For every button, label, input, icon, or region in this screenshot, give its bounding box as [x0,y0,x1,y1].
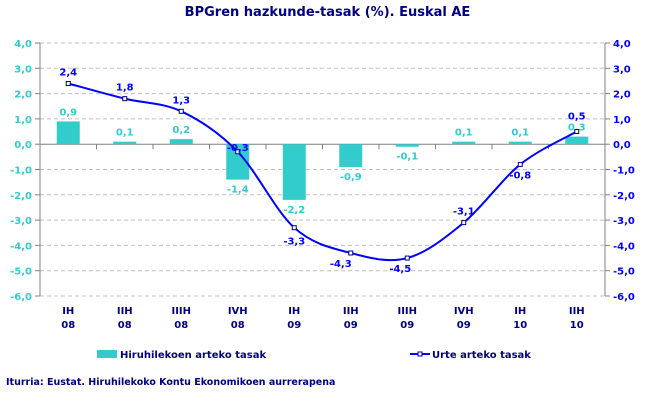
category-year-label: 09 [287,320,301,331]
category-year-label: 08 [174,320,188,331]
legend-line-marker [417,351,423,357]
line-data-label: -3,1 [453,207,475,218]
bar-data-label: 0,1 [116,128,134,139]
left-tick-label: 1,0 [14,115,32,126]
line-data-label: 2,4 [59,67,77,78]
right-tick-label: -6,0 [613,292,635,303]
category-year-label: 08 [231,320,245,331]
category-year-label: 10 [570,320,584,331]
line-marker [178,108,184,114]
line-data-label: -0,8 [509,170,531,181]
bar-data-label: 0,1 [511,128,529,139]
right-tick-label: -2,0 [613,191,635,202]
bar-data-label: 0,3 [568,123,586,134]
bar [565,136,589,145]
category-label: IVH [454,306,474,317]
line-series [67,82,578,262]
left-tick-label: 3,0 [14,64,32,75]
category-label: IIIH [171,306,191,317]
line-marker [404,255,410,261]
source-note: Iturria: Eustat. Hiruhilekoko Kontu Ekon… [6,377,336,388]
right-tick-label: 0,0 [613,140,631,151]
left-tick-label: -3,0 [10,216,32,227]
category-label: IIH [343,306,359,317]
right-tick-label: 2,0 [613,90,631,101]
legend-bar-label: Hiruhilekoen arteko tasak [120,350,266,361]
bar [282,144,306,200]
left-tick-label: 0,0 [14,140,32,151]
category-year-label: 09 [457,320,471,331]
right-tick-label: -5,0 [613,267,635,278]
legend-line-label: Urte arteko tasak [432,350,531,361]
left-tick-label: -2,0 [10,191,32,202]
bar-data-label: 0,9 [59,107,77,118]
category-year-label: 09 [344,320,358,331]
category-year-label: 08 [118,320,132,331]
left-tick-label: -1,0 [10,166,32,177]
bar-data-label: -2,2 [283,205,305,216]
chart-title: BPGren hazkunde-tasak (%). Euskal AE [184,5,471,20]
left-tick-label: -4,0 [10,241,32,252]
line-marker [291,225,297,231]
bar-data-label: -0,1 [396,152,418,163]
right-tick-label: -3,0 [613,216,635,227]
category-label: IH [62,306,74,317]
category-label: IH [514,306,526,317]
line-data-label: -4,3 [330,259,352,270]
bar [395,144,419,147]
line-data-label: 1,3 [172,95,190,106]
right-tick-label: 4,0 [613,39,631,50]
line-marker [65,80,71,86]
bar-data-label: 0,1 [455,128,473,139]
bar [113,141,137,145]
bar [226,144,250,180]
left-tick-label: 2,0 [14,90,32,101]
bar [56,121,80,145]
bar [169,139,193,145]
line-marker [517,161,523,167]
line-data-label: 1,8 [116,83,134,94]
category-label: IIIH [397,306,417,317]
category-year-label: 09 [400,320,414,331]
line-marker [122,96,128,102]
category-label: IIH [117,306,133,317]
right-tick-label: 3,0 [613,64,631,75]
category-label: IH [288,306,300,317]
line-data-label: -4,5 [389,264,411,275]
line-data-label: 0,5 [568,112,586,123]
bar [508,141,532,145]
line-data-label: -0,3 [227,143,249,154]
bar-data-label: -1,4 [227,185,249,196]
bar-data-label: 0,2 [172,125,190,136]
category-year-label: 10 [513,320,527,331]
left-tick-label: -5,0 [10,267,32,278]
right-tick-label: 1,0 [613,115,631,126]
right-tick-label: -4,0 [613,241,635,252]
bar [339,144,363,167]
bar-data-label: -0,9 [340,172,362,183]
line-data-label: -3,3 [283,237,305,248]
left-tick-label: -6,0 [10,292,32,303]
legend-bar-swatch [97,350,117,358]
line-marker [574,129,580,135]
category-label: IIH [569,306,585,317]
left-tick-label: 4,0 [14,39,32,50]
category-label: IVH [228,306,248,317]
category-year-label: 08 [61,320,75,331]
bar [452,141,476,145]
line-marker [348,250,354,256]
line-marker [235,149,241,155]
line-marker [461,220,467,226]
right-tick-label: -1,0 [613,166,635,177]
